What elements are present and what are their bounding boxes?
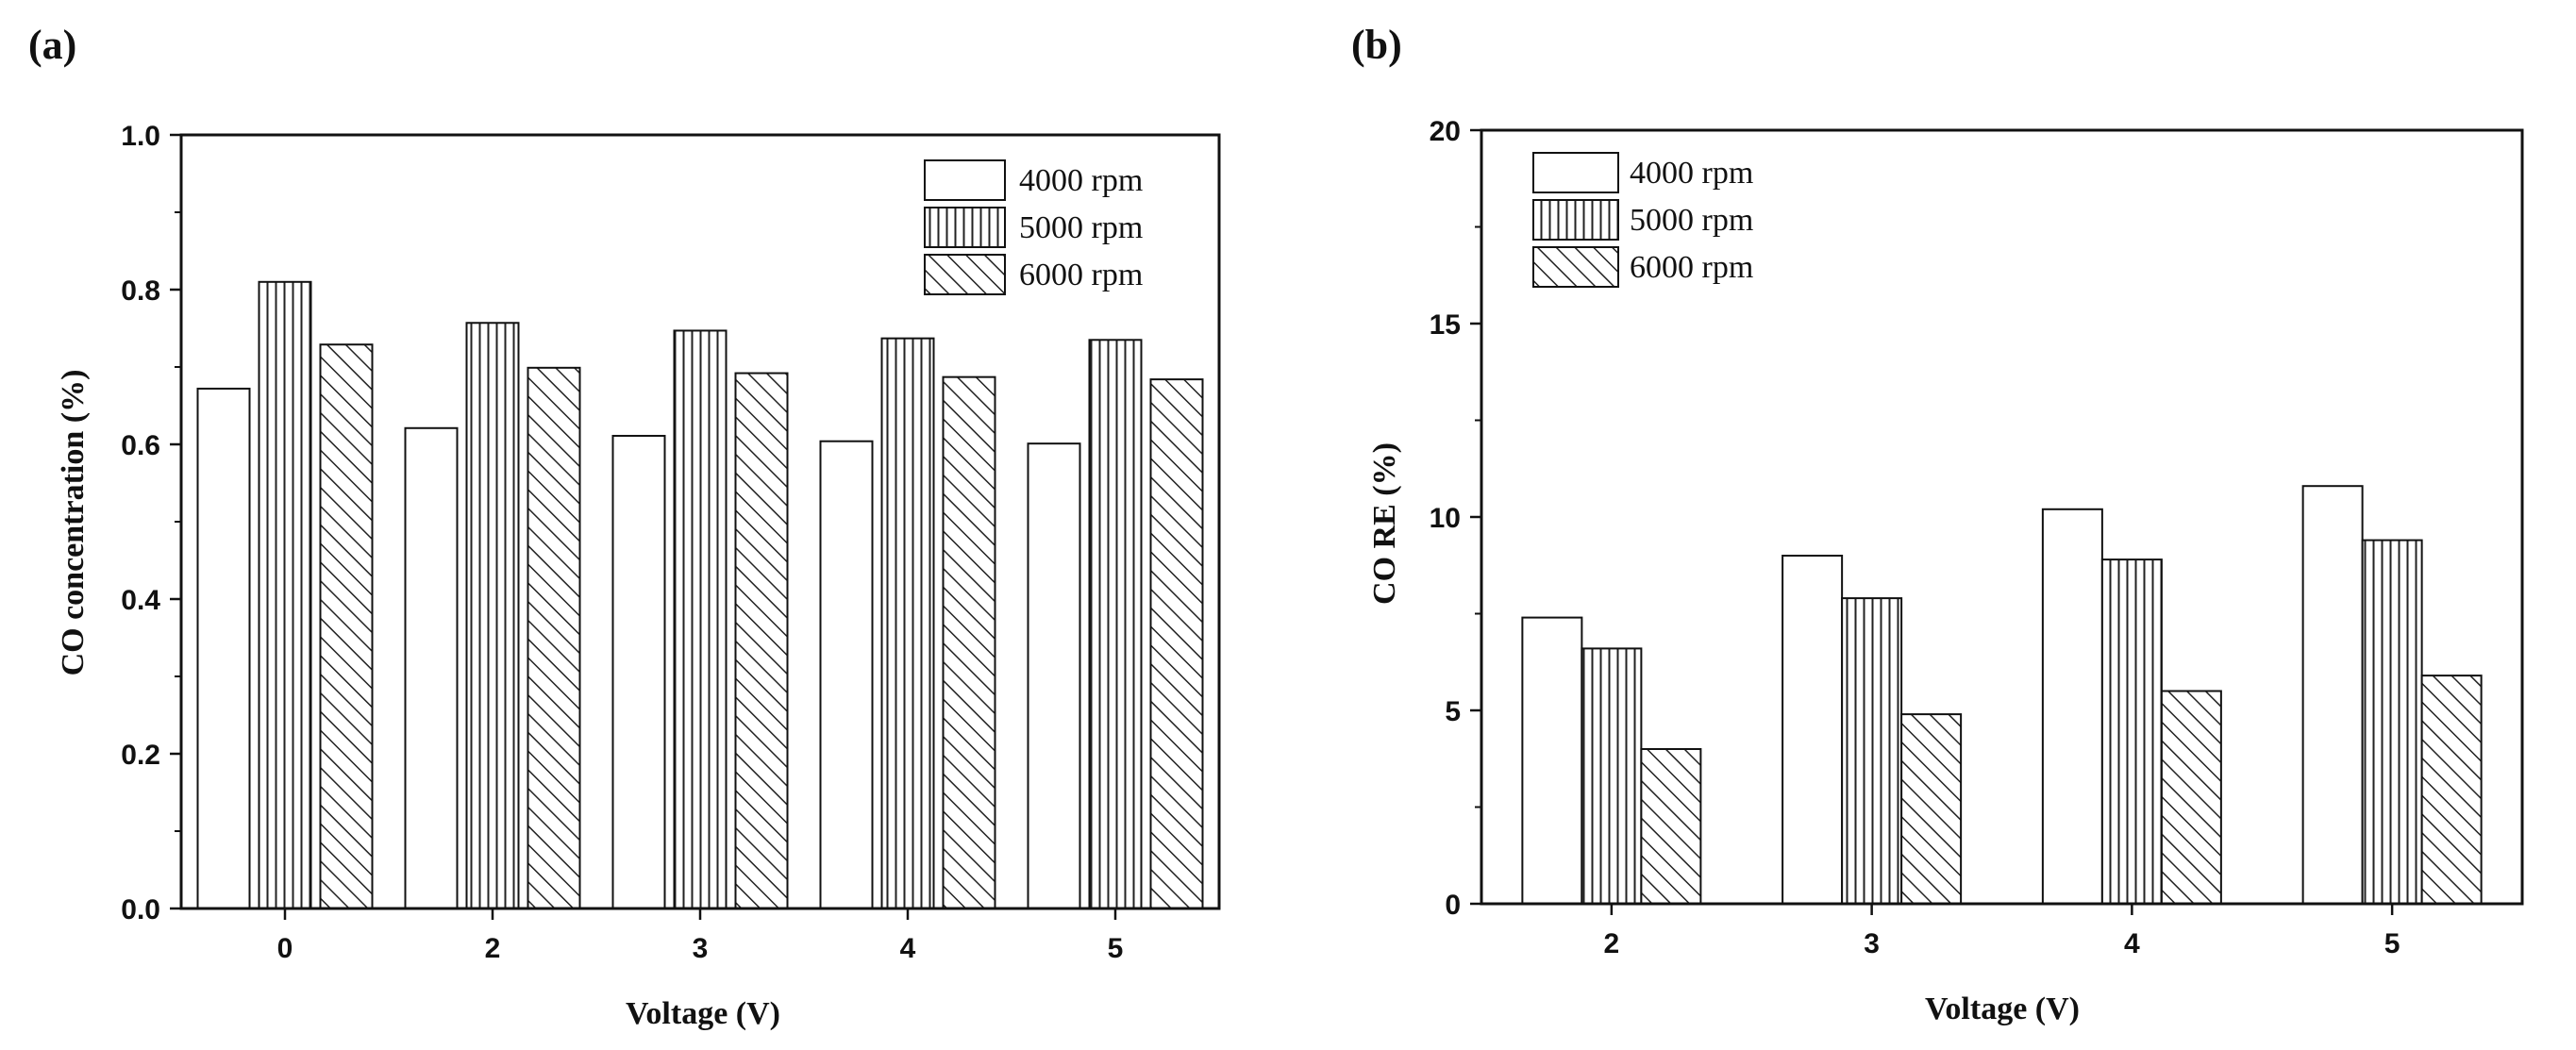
panel-a-legend-swatch-5000-rpm bbox=[924, 207, 1006, 248]
panel-b-legend-label-5000-rpm: 5000 rpm bbox=[1630, 203, 1753, 238]
panel-b-legend: 4000 rpm 5000 rpm 6000 rpm bbox=[1532, 152, 1753, 288]
panel-b-bar-6000-rpm-v2 bbox=[1640, 748, 1702, 905]
panel-b-bar-6000-rpm-v3 bbox=[1900, 713, 1963, 905]
panel-a-ytick-label: 0.2 bbox=[121, 740, 160, 771]
panel-a: (a) 0 2 3 4 5 0.0 0.2 0.4 0.6 0.8 1.0 4000 rpm 5000… bbox=[28, 22, 1221, 1031]
panel-a-ytick-label: 0.6 bbox=[121, 430, 160, 461]
panel-a-bar-6000-rpm-v4 bbox=[942, 375, 996, 910]
panel-b-xtick-label: 5 bbox=[2384, 928, 2400, 959]
panel-b-legend-label-4000-rpm: 4000 rpm bbox=[1630, 156, 1753, 191]
panel-b-ytick-label: 20 bbox=[1430, 116, 1461, 147]
panel-b-legend-label-6000-rpm: 6000 rpm bbox=[1630, 250, 1753, 285]
panel-b-bar-4000-rpm-v3 bbox=[1781, 555, 1844, 905]
panel-a-bar-5000-rpm-v4 bbox=[880, 337, 935, 910]
panel-a-bar-6000-rpm-v0 bbox=[319, 343, 374, 910]
panel-b-ytick-label: 15 bbox=[1430, 309, 1461, 341]
panel-a-bar-4000-rpm-v2 bbox=[404, 426, 459, 909]
panel-b: (b) 2 3 4 5 0 5 10 15 20 4000 rpm 5000 rpm 6000 rp… bbox=[1351, 22, 2524, 1026]
panel-a-bar-5000-rpm-v5 bbox=[1088, 339, 1143, 909]
panel-b-ytick-label: 10 bbox=[1430, 503, 1461, 534]
panel-a-xlabel: Voltage (V) bbox=[626, 996, 780, 1031]
panel-a-xtick-label: 4 bbox=[900, 933, 916, 964]
panel-a-bar-5000-rpm-v3 bbox=[673, 329, 728, 909]
panel-b-bar-5000-rpm-v4 bbox=[2100, 558, 2163, 905]
panel-b-ytick-label: 5 bbox=[1445, 696, 1461, 727]
panel-b-xtick-label: 4 bbox=[2124, 928, 2140, 959]
panel-a-ylabel: CO concentration (%) bbox=[56, 370, 91, 676]
panel-a-bar-4000-rpm-v3 bbox=[611, 434, 666, 909]
panel-b-xtick-label: 3 bbox=[1864, 928, 1880, 959]
panel-a-ytick-label: 0.0 bbox=[121, 894, 160, 925]
panel-b-bar-4000-rpm-v2 bbox=[1521, 616, 1583, 905]
panel-a-legend-label-4000-rpm: 4000 rpm bbox=[1019, 163, 1143, 198]
panel-b-label: (b) bbox=[1351, 22, 1402, 68]
panel-b-xlabel: Voltage (V) bbox=[1925, 992, 2080, 1026]
panel-a-label: (a) bbox=[28, 22, 76, 68]
panel-a-legend-label-5000-rpm: 5000 rpm bbox=[1019, 210, 1143, 245]
panel-a-legend-swatch-4000-rpm bbox=[924, 159, 1006, 201]
panel-b-bar-5000-rpm-v2 bbox=[1581, 647, 1643, 906]
panel-b-axes: 2 3 4 5 0 5 10 15 20 bbox=[1430, 116, 2524, 959]
panel-b-bar-4000-rpm-v5 bbox=[2301, 485, 2364, 905]
panel-b-bars bbox=[1521, 485, 2483, 906]
panel-a-xtick-label: 3 bbox=[693, 933, 709, 964]
panel-a-ytick-label: 1.0 bbox=[121, 121, 160, 152]
panel-a-bar-5000-rpm-v0 bbox=[258, 280, 312, 909]
panel-a-legend-label-6000-rpm: 6000 rpm bbox=[1019, 258, 1143, 292]
panel-b-legend-swatch-4000-rpm bbox=[1532, 152, 1619, 193]
panel-a-bar-6000-rpm-v3 bbox=[734, 372, 789, 909]
panel-b-ytick-label: 0 bbox=[1445, 890, 1461, 921]
panel-a-legend: 4000 rpm 5000 rpm 6000 rpm bbox=[924, 159, 1143, 295]
panel-b-legend-swatch-5000-rpm bbox=[1532, 199, 1619, 241]
panel-a-axes: 0 2 3 4 5 0.0 0.2 0.4 0.6 0.8 1.0 bbox=[121, 121, 1221, 964]
panel-b-xtick-label: 2 bbox=[1604, 928, 1620, 959]
panel-a-ytick-label: 0.8 bbox=[121, 275, 160, 307]
panel-b-bar-6000-rpm-v5 bbox=[2420, 675, 2483, 905]
panel-a-bar-4000-rpm-v5 bbox=[1027, 442, 1081, 909]
panel-b-bar-5000-rpm-v5 bbox=[2361, 539, 2423, 905]
panel-b-ylabel: CO RE (%) bbox=[1367, 442, 1402, 605]
panel-a-bar-4000-rpm-v0 bbox=[196, 387, 251, 909]
panel-a-ytick-label: 0.4 bbox=[121, 585, 160, 616]
panel-a-bars bbox=[196, 280, 1204, 910]
panel-a-xtick-label: 2 bbox=[485, 933, 501, 964]
panel-a-bar-6000-rpm-v5 bbox=[1149, 378, 1204, 909]
panel-a-bar-6000-rpm-v2 bbox=[527, 366, 581, 909]
panel-a-bar-5000-rpm-v2 bbox=[465, 322, 520, 909]
panel-a-legend-swatch-6000-rpm bbox=[924, 254, 1006, 295]
panel-a-xtick-label: 0 bbox=[277, 933, 293, 964]
panel-b-bar-6000-rpm-v4 bbox=[2160, 690, 2222, 905]
panel-b-bar-4000-rpm-v4 bbox=[2041, 508, 2103, 905]
panel-b-legend-swatch-6000-rpm bbox=[1532, 246, 1619, 288]
panel-a-bar-4000-rpm-v4 bbox=[819, 440, 874, 909]
panel-b-bar-5000-rpm-v3 bbox=[1841, 597, 1903, 905]
panel-a-xtick-label: 5 bbox=[1108, 933, 1124, 964]
